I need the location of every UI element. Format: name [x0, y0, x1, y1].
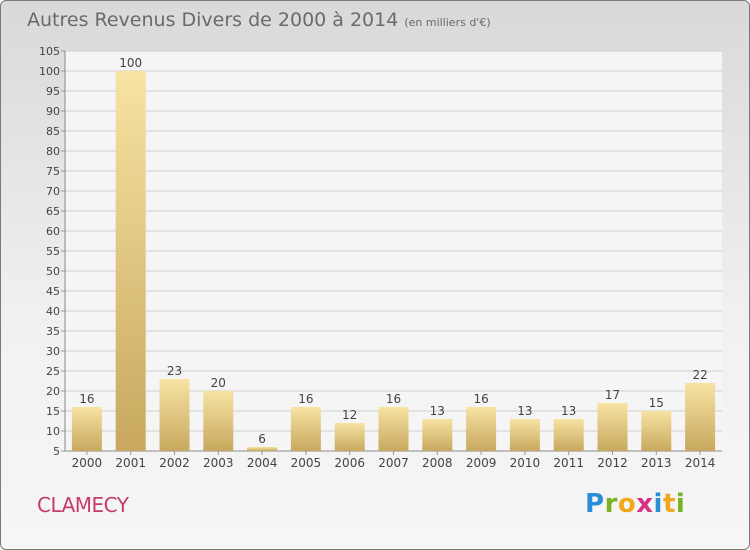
y-tick-label: 70 — [46, 185, 60, 198]
y-tick-label: 15 — [46, 405, 60, 418]
logo-letter: P — [585, 489, 605, 519]
data-label: 6 — [258, 432, 266, 446]
x-tick-label: 2004 — [247, 456, 278, 470]
x-tick-label: 2006 — [334, 456, 365, 470]
bar-chart: 5 10 15 20 25 30 35 40 45 50 55 60 65 70 75 80 85 90 95 100… — [39, 45, 722, 470]
data-label: 23 — [167, 364, 182, 378]
x-tick-label: 2010 — [510, 456, 541, 470]
y-tick-label: 60 — [46, 225, 60, 238]
chart-subtitle: (en milliers d'€) — [404, 16, 491, 29]
bar — [641, 411, 672, 451]
bar — [290, 407, 321, 451]
bar — [334, 423, 365, 451]
bar — [71, 407, 102, 451]
logo-letter: x — [636, 489, 654, 519]
y-tick-label: 100 — [39, 65, 60, 78]
data-label: 100 — [119, 56, 142, 70]
bar — [115, 71, 146, 451]
chart-title: Autres Revenus Divers de 2000 à 2014 (en … — [27, 9, 491, 31]
data-label: 17 — [605, 388, 620, 402]
data-label: 22 — [692, 368, 707, 382]
x-tick-label: 2009 — [466, 456, 497, 470]
x-tick-label: 2011 — [553, 456, 584, 470]
logo-letter: o — [617, 489, 637, 519]
y-tick-label: 25 — [46, 365, 60, 378]
x-tick-label: 2013 — [641, 456, 672, 470]
data-label: 12 — [342, 408, 357, 422]
logo-letter: i — [675, 489, 686, 519]
y-tick-label: 75 — [46, 165, 60, 178]
bar — [685, 383, 716, 451]
y-tick-label: 35 — [46, 325, 60, 338]
bar — [466, 407, 497, 451]
x-tick-label: 2002 — [159, 456, 190, 470]
y-tick-label: 40 — [46, 305, 60, 318]
bar — [247, 447, 278, 451]
data-label: 20 — [211, 376, 226, 390]
logo-letter: i — [653, 489, 663, 519]
y-tick-label: 80 — [46, 145, 60, 158]
data-label: 16 — [79, 392, 94, 406]
x-tick-label: 2000 — [72, 456, 103, 470]
data-label: 15 — [649, 396, 664, 410]
bar — [378, 407, 409, 451]
y-tick-label: 5 — [53, 445, 60, 458]
x-tick-label: 2003 — [203, 456, 234, 470]
bar — [509, 419, 540, 451]
y-tick-label: 20 — [46, 385, 60, 398]
y-tick-label: 85 — [46, 125, 60, 138]
x-tick-label: 2005 — [291, 456, 322, 470]
x-tick-label: 2012 — [597, 456, 628, 470]
data-label: 16 — [473, 392, 488, 406]
y-tick-label: 105 — [39, 45, 60, 58]
data-label: 13 — [430, 404, 445, 418]
commune-name: CLAMECY — [37, 493, 129, 517]
x-tick-label: 2008 — [422, 456, 453, 470]
data-label: 16 — [298, 392, 313, 406]
y-tick-label: 65 — [46, 205, 60, 218]
data-label: 13 — [561, 404, 576, 418]
x-tick-label: 2007 — [378, 456, 409, 470]
bar — [422, 419, 453, 451]
y-tick-label: 30 — [46, 345, 60, 358]
x-tick-label: 2014 — [685, 456, 716, 470]
y-tick-label: 45 — [46, 285, 60, 298]
data-label: 13 — [517, 404, 532, 418]
logo-letter: r — [604, 489, 618, 519]
bar — [203, 391, 234, 451]
logo-letter: t — [662, 489, 676, 519]
chart-title-text: Autres Revenus Divers de 2000 à 2014 — [27, 9, 399, 31]
proxiti-logo: Proxiti — [585, 489, 685, 519]
bar — [597, 403, 628, 451]
y-tick-label: 50 — [46, 265, 60, 278]
y-tick-label: 55 — [46, 245, 60, 258]
bar — [553, 419, 584, 451]
bar — [159, 379, 190, 451]
x-tick-label: 2001 — [115, 456, 146, 470]
y-tick-label: 10 — [46, 425, 60, 438]
data-label: 16 — [386, 392, 401, 406]
y-tick-label: 90 — [46, 105, 60, 118]
y-tick-label: 95 — [46, 85, 60, 98]
